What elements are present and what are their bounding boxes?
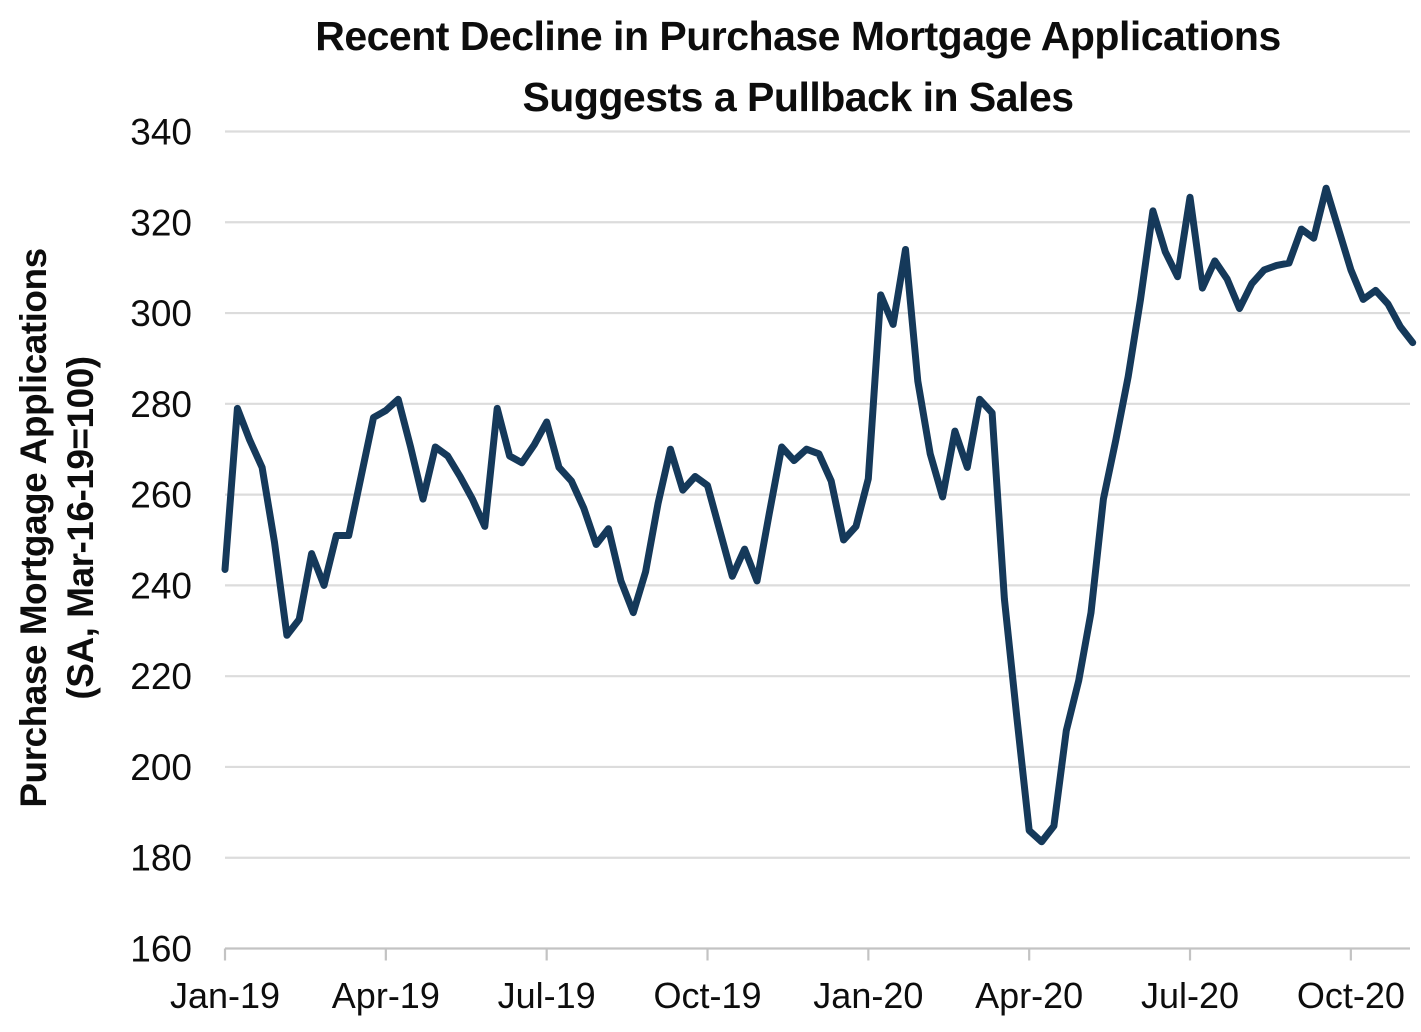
chart-title: Recent Decline in Purchase Mortgage Appl… (205, 6, 1391, 128)
x-tick-label-Jan-20: Jan-20 (813, 975, 923, 1016)
x-tick-label-Jul-20: Jul-20 (1141, 975, 1239, 1016)
x-tick-label-Jan-19: Jan-19 (170, 975, 280, 1016)
y-tick-label-280: 280 (130, 384, 192, 425)
chart-title-line1: Recent Decline in Purchase Mortgage Appl… (315, 13, 1281, 59)
y-tick-label-320: 320 (130, 202, 192, 243)
chart-title-line2: Suggests a Pullback in Sales (522, 74, 1074, 120)
y-tick-label-160: 160 (130, 929, 192, 970)
x-tick-label-Oct-19: Oct-19 (653, 975, 761, 1016)
x-tick-label-Oct-20: Oct-20 (1297, 975, 1405, 1016)
y-tick-label-300: 300 (130, 293, 192, 334)
x-tick-label-Jul-19: Jul-19 (498, 975, 596, 1016)
y-tick-label-180: 180 (130, 838, 192, 879)
y-tick-label-240: 240 (130, 565, 192, 606)
y-tick-label-200: 200 (130, 747, 192, 788)
x-tick-label-Apr-20: Apr-20 (975, 975, 1083, 1016)
y-tick-label-260: 260 (130, 475, 192, 516)
y-tick-label-340: 340 (130, 112, 192, 153)
x-tick-label-Apr-19: Apr-19 (332, 975, 440, 1016)
data-line-0 (221, 184, 1417, 846)
y-tick-label-220: 220 (130, 656, 192, 697)
